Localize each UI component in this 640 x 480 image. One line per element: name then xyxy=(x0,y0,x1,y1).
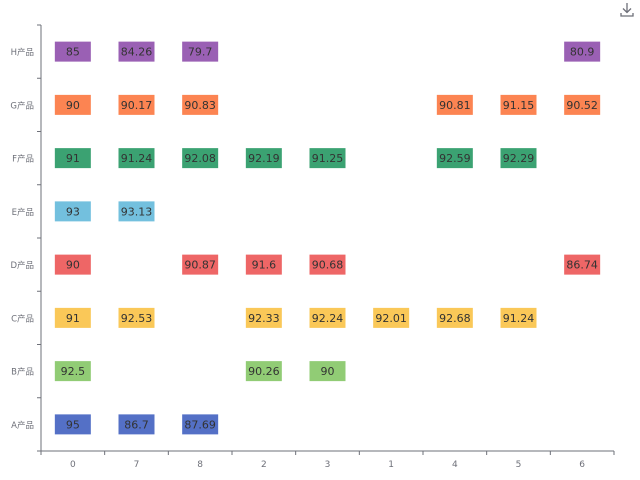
x-axis-label: 3 xyxy=(325,460,331,470)
x-axis-label: 8 xyxy=(197,460,203,470)
y-axis-label: E产品 xyxy=(12,207,34,218)
heatmap-cell xyxy=(564,94,601,115)
heatmap-cell xyxy=(245,254,282,275)
heatmap-cell xyxy=(54,361,91,382)
data-label: 90.17 xyxy=(121,99,153,112)
heatmap-cell xyxy=(245,148,282,169)
heatmap-cell xyxy=(373,307,410,328)
data-label: 92.08 xyxy=(184,152,216,165)
data-label: 91.6 xyxy=(252,259,277,272)
data-label: 80.9 xyxy=(570,46,595,59)
data-label: 90.83 xyxy=(184,99,216,112)
heatmap-cell xyxy=(54,94,91,115)
data-label: 92.5 xyxy=(61,365,86,378)
heatmap-cell xyxy=(54,307,91,328)
heatmap-cell xyxy=(118,307,155,328)
data-label: 79.7 xyxy=(188,46,213,59)
heatmap-cell xyxy=(500,94,537,115)
heatmap-cell xyxy=(182,148,219,169)
data-label: 92.59 xyxy=(439,152,471,165)
data-label: 84.26 xyxy=(121,46,153,59)
y-axis-label: B产品 xyxy=(11,367,34,378)
heatmap-cell xyxy=(54,41,91,62)
heatmap-cell xyxy=(564,41,601,62)
y-axis-label: G产品 xyxy=(10,100,34,111)
heatmap-cell xyxy=(309,307,346,328)
data-label: 91.24 xyxy=(503,312,535,325)
heatmap-cell xyxy=(118,148,155,169)
data-label: 92.68 xyxy=(439,312,471,325)
axes: A产品 B产品 C产品 D产品 E产品 F产品 G产品 H产品 0 7 8 2 3 1 4 5 6 xyxy=(10,24,615,470)
y-axis-label: D产品 xyxy=(10,260,34,271)
heatmap-cell xyxy=(436,94,473,115)
x-axis-label: 6 xyxy=(579,460,585,470)
data-label: 90.87 xyxy=(184,259,216,272)
data-label: 90 xyxy=(66,99,80,112)
heatmap-cell xyxy=(182,94,219,115)
data-label: 90.26 xyxy=(248,365,280,378)
data-label: 92.33 xyxy=(248,312,280,325)
data-label: 92.53 xyxy=(121,312,153,325)
heatmap-cell xyxy=(54,148,91,169)
x-axis-label: 4 xyxy=(452,460,458,470)
y-axis-label: C产品 xyxy=(11,313,34,324)
y-axis-label: F产品 xyxy=(12,154,34,165)
x-axis-label: 2 xyxy=(261,460,267,470)
heatmap-cell xyxy=(309,254,346,275)
cells: 95 86.7 87.69 92.5 90.26 90 91 92.53 92.33 92.24 9… xyxy=(54,41,601,435)
heatmap-cell xyxy=(182,414,219,435)
y-axis-label: H产品 xyxy=(11,47,34,58)
download-icon[interactable] xyxy=(617,0,637,20)
data-label: 93 xyxy=(66,205,80,218)
data-label: 92.29 xyxy=(503,152,535,165)
data-label: 90.81 xyxy=(439,99,471,112)
data-label: 87.69 xyxy=(184,418,216,431)
data-label: 91 xyxy=(66,312,80,325)
data-label: 91.24 xyxy=(121,152,153,165)
heatmap-cell xyxy=(118,414,155,435)
heatmap-cell xyxy=(436,148,473,169)
data-label: 85 xyxy=(66,46,80,59)
heatmap-cell xyxy=(182,41,219,62)
x-axis-label: 7 xyxy=(134,460,140,470)
heatmap-cell xyxy=(182,254,219,275)
heatmap-cell xyxy=(118,41,155,62)
data-label: 92.24 xyxy=(312,312,344,325)
x-axis-label: 1 xyxy=(388,460,394,470)
data-label: 90.68 xyxy=(312,259,344,272)
x-axis-label: 5 xyxy=(516,460,522,470)
heatmap-cell xyxy=(118,201,155,222)
y-axis-label: A产品 xyxy=(11,420,34,431)
heatmap-cell xyxy=(436,307,473,328)
data-label: 91.25 xyxy=(312,152,344,165)
heatmap-cell xyxy=(564,254,601,275)
heatmap-cell xyxy=(245,361,282,382)
heatmap-cell xyxy=(309,148,346,169)
heatmap-cell xyxy=(118,94,155,115)
heatmap-cell xyxy=(500,148,537,169)
data-label: 91 xyxy=(66,152,80,165)
heatmap-cell xyxy=(245,307,282,328)
data-label: 91.15 xyxy=(503,99,535,112)
data-label: 90 xyxy=(321,365,335,378)
data-label: 93.13 xyxy=(121,205,153,218)
x-axis-label: 0 xyxy=(70,460,76,470)
data-label: 86.74 xyxy=(566,259,598,272)
data-label: 92.19 xyxy=(248,152,280,165)
heatmap-cell xyxy=(500,307,537,328)
data-label: 92.01 xyxy=(375,312,407,325)
data-label: 90.52 xyxy=(566,99,598,112)
data-label: 86.7 xyxy=(124,418,149,431)
heatmap-cell xyxy=(54,201,91,222)
heatmap-cell xyxy=(309,361,346,382)
data-label: 95 xyxy=(66,418,80,431)
heatmap-cell xyxy=(54,414,91,435)
heatmap-cell xyxy=(54,254,91,275)
data-label: 90 xyxy=(66,259,80,272)
